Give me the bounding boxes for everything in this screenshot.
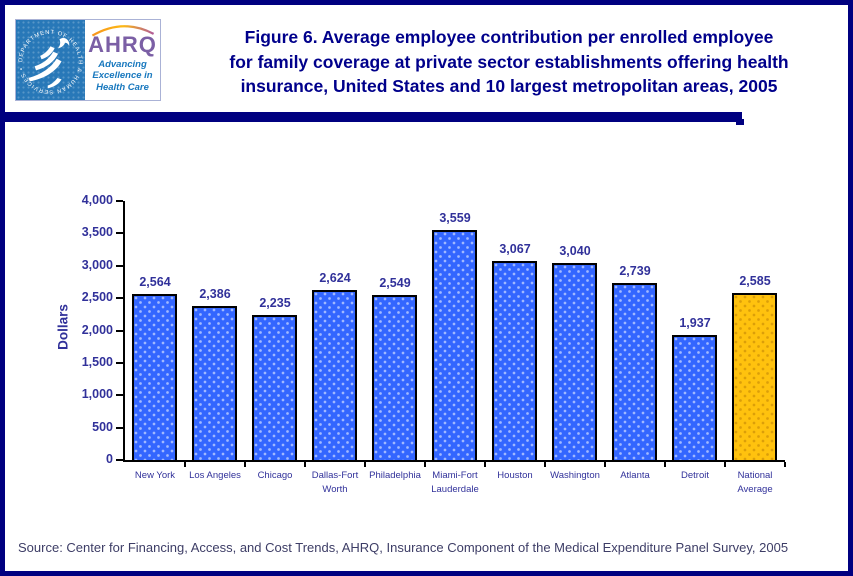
- figure-title-line-3: insurance, United States and 10 largest …: [240, 76, 778, 96]
- y-tick-mark: [116, 329, 123, 332]
- category-label: Los Angeles: [189, 470, 241, 481]
- ahrq-tagline: Advancing Excellence in Health Care: [92, 59, 153, 93]
- bar-column: 3,559 Miami-Fort Lauderdale: [425, 201, 485, 495]
- bar-new-york: [132, 294, 177, 460]
- x-tick-mark: [364, 462, 366, 467]
- y-tick-label: 4,000: [81, 193, 113, 207]
- rainbow-arc-icon: [91, 25, 154, 37]
- y-tick-label: 3,500: [81, 225, 113, 240]
- y-tick-mark: [116, 426, 123, 429]
- header-rule: [5, 112, 744, 125]
- bar-washington: [552, 263, 597, 460]
- figure-title-line-1: Figure 6. Average employee contribution …: [244, 27, 774, 47]
- bar-column: 2,624 Dallas-Fort Worth: [305, 201, 365, 495]
- x-tick-mark: [544, 462, 546, 467]
- bar-philadelphia: [372, 295, 417, 460]
- category-label: Detroit: [681, 470, 709, 481]
- bar-value-label: 2,585: [739, 274, 771, 288]
- category-label: National Average: [737, 470, 773, 496]
- y-tick-label: 3,000: [81, 257, 113, 272]
- source-note: Source: Center for Financing, Access, an…: [18, 540, 789, 555]
- bar-column: 2,386 Los Angeles: [185, 201, 245, 481]
- y-tick-label: 1,500: [81, 354, 113, 369]
- y-tick-label: 0: [106, 452, 113, 466]
- hhs-seal: DEPARTMENT OF HEALTH & HUMAN SERVICES • …: [16, 20, 85, 100]
- category-label: Chicago: [257, 470, 293, 481]
- figure-title: Figure 6. Average employee contribution …: [168, 25, 848, 99]
- y-tick-label: 2,000: [81, 322, 113, 337]
- bar-value-label: 2,624: [319, 271, 351, 285]
- y-tick-label: 500: [92, 419, 113, 434]
- x-tick-mark: [184, 462, 186, 467]
- category-label: Atlanta: [620, 470, 650, 481]
- y-tick-label: 1,000: [81, 387, 113, 402]
- bar-value-label: 3,067: [499, 242, 531, 256]
- y-tick-label: 2,500: [81, 290, 113, 305]
- bar-value-label: 2,235: [259, 296, 291, 310]
- bar-value-label: 2,739: [619, 264, 651, 278]
- x-tick-mark: [604, 462, 606, 467]
- plot-area: 0 500 1,000 1,500 2,000 2,500 3,000 3,500 4,000 …: [82, 193, 786, 495]
- bar-column: 3,040 Washington: [545, 201, 605, 481]
- x-tick-mark: [724, 462, 726, 467]
- bar-column: 2,235 Chicago: [245, 201, 305, 481]
- bar-miami-fort-lauderdale: [432, 230, 477, 460]
- bar-column: 2,739 Atlanta: [605, 201, 665, 481]
- x-tick-mark: [424, 462, 426, 467]
- bar-value-label: 2,564: [139, 275, 171, 289]
- bar-column: 2,585 National Average: [725, 201, 785, 495]
- y-tick-mark: [116, 394, 123, 397]
- bar-national-average: [732, 293, 777, 460]
- hhs-eagle-icon: DEPARTMENT OF HEALTH & HUMAN SERVICES • …: [16, 22, 82, 95]
- bar-value-label: 2,549: [379, 276, 411, 290]
- x-tick-mark: [664, 462, 666, 467]
- bar-column: 2,549 Philadelphia: [365, 201, 425, 481]
- y-tick-mark: [116, 459, 123, 461]
- x-tick-mark: [244, 462, 246, 467]
- bar-dallas-fort-worth: [312, 290, 357, 460]
- bar-column: 3,067 Houston: [485, 201, 545, 481]
- bar-detroit: [672, 335, 717, 460]
- y-tick-mark: [116, 200, 123, 202]
- bar-value-label: 2,386: [199, 287, 231, 301]
- hhs-ahrq-logo: DEPARTMENT OF HEALTH & HUMAN SERVICES • …: [15, 19, 161, 101]
- bar-column: 2,564 New York: [125, 201, 185, 481]
- y-tick-mark: [116, 361, 123, 364]
- category-label: Washington: [550, 470, 600, 481]
- x-tick-mark: [784, 462, 786, 467]
- category-label: New York: [134, 470, 176, 481]
- category-label: Houston: [497, 470, 533, 481]
- y-tick-mark: [116, 264, 123, 267]
- y-tick-mark: [116, 232, 123, 235]
- bar-houston: [492, 261, 537, 460]
- ahrq-acronym: AHRQ: [88, 32, 157, 57]
- eagle-glyph: [28, 37, 70, 89]
- bar-chicago: [252, 315, 297, 460]
- bar-los-angeles: [192, 306, 237, 460]
- category-label: Miami-Fort Lauderdale: [431, 470, 479, 496]
- category-label: Philadelphia: [369, 470, 421, 481]
- x-tick-mark: [484, 462, 486, 467]
- bar-value-label: 3,040: [559, 244, 591, 258]
- figure-title-line-2: for family coverage at private sector es…: [229, 51, 789, 72]
- y-tick-mark: [116, 297, 123, 300]
- category-label: Dallas-Fort Worth: [311, 470, 359, 496]
- bar-atlanta: [612, 283, 657, 460]
- bar-column: 1,937 Detroit: [665, 201, 725, 481]
- bar-value-label: 3,559: [439, 211, 471, 225]
- ahrq-wordmark: AHRQ Advancing Excellence in Health Care: [85, 20, 160, 100]
- x-tick-mark: [304, 462, 306, 467]
- bar-value-label: 1,937: [679, 316, 711, 330]
